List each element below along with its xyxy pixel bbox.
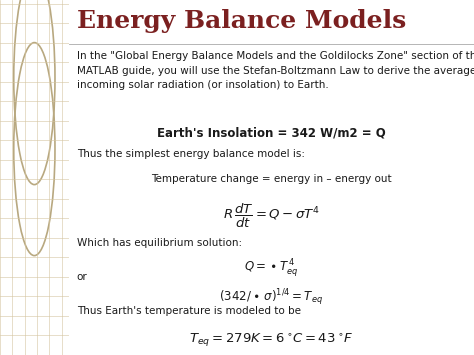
Text: Which has equilibrium solution:: Which has equilibrium solution:	[77, 238, 242, 248]
Text: $Q = \bullet T_{eq}^{\,4}$: $Q = \bullet T_{eq}^{\,4}$	[244, 257, 299, 279]
Text: $T_{eq} = 279K = 6\,^{\circ}C = 43\,^{\circ}F$: $T_{eq} = 279K = 6\,^{\circ}C = 43\,^{\c…	[190, 332, 353, 349]
Text: Thus the simplest energy balance model is:: Thus the simplest energy balance model i…	[77, 149, 305, 159]
Text: Temperature change = energy in – energy out: Temperature change = energy in – energy …	[151, 174, 392, 184]
Text: Energy Balance Models: Energy Balance Models	[77, 9, 406, 33]
Text: Thus Earth's temperature is modeled to be: Thus Earth's temperature is modeled to b…	[77, 306, 301, 316]
Text: $(342/\bullet\,\sigma)^{1/4} = T_{eq}$: $(342/\bullet\,\sigma)^{1/4} = T_{eq}$	[219, 288, 323, 308]
Text: Earth's Insolation = 342 W/m2 = Q: Earth's Insolation = 342 W/m2 = Q	[157, 126, 386, 139]
Text: or: or	[77, 272, 88, 282]
Text: In the "Global Energy Balance Models and the Goldilocks Zone" section of the
MAT: In the "Global Energy Balance Models and…	[77, 51, 474, 90]
Text: $R\,\dfrac{dT}{dt} = Q - \sigma T^4$: $R\,\dfrac{dT}{dt} = Q - \sigma T^4$	[223, 202, 320, 230]
